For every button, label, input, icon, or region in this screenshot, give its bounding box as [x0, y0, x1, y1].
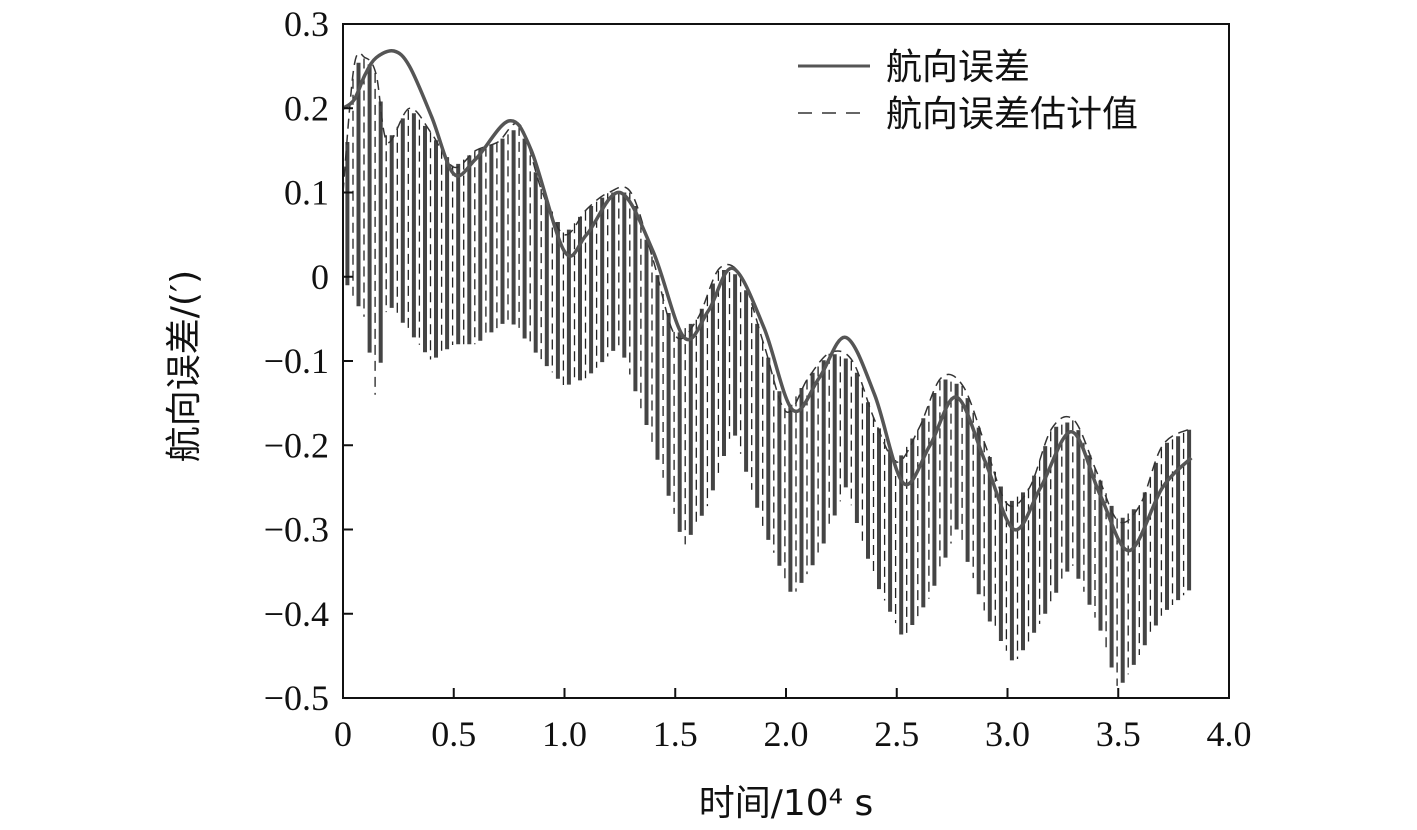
- x-tick-label: 0.5: [431, 714, 476, 754]
- y-tick-label: −0.5: [264, 678, 329, 718]
- estimate-oscillation-bars: [345, 58, 1192, 686]
- x-axis-title: 时间/10⁴ s: [699, 783, 874, 824]
- x-tick-label: 2.5: [874, 714, 919, 754]
- legend-label-estimate: 航向误差估计值: [886, 94, 1138, 135]
- y-tick-label: −0.1: [264, 341, 329, 381]
- legend: 航向误差 航向误差估计值: [798, 47, 1138, 135]
- series-layer: [341, 48, 1193, 553]
- x-tick-label: 3.0: [985, 714, 1030, 754]
- y-axis-title: 航向误差/(′): [164, 270, 205, 462]
- y-tick-label: 0: [311, 257, 329, 297]
- y-tick-label: −0.3: [264, 510, 329, 550]
- x-tick-label: 1.0: [542, 714, 587, 754]
- x-tick-label: 1.5: [653, 714, 698, 754]
- y-tick-label: 0.2: [284, 88, 329, 128]
- x-tick-label: 0: [334, 714, 352, 754]
- y-tick-label: 0.3: [284, 4, 329, 44]
- legend-label-true: 航向误差: [886, 47, 1030, 88]
- series-true-line: [341, 48, 1193, 553]
- x-tick-label: 4.0: [1207, 714, 1252, 754]
- x-tick-label: 2.0: [764, 714, 809, 754]
- x-axis: 0 0.5 1.0 1.5 2.0 2.5 3.0 3.5 4.0: [334, 688, 1252, 754]
- y-tick-label: −0.4: [264, 594, 329, 634]
- y-axis: 0.3 0.2 0.1 0 −0.1 −0.2 −0.3 −0.4 −0.5: [264, 4, 353, 718]
- y-tick-label: −0.2: [264, 425, 329, 465]
- y-tick-label: 0.1: [284, 173, 329, 213]
- x-tick-label: 3.5: [1096, 714, 1141, 754]
